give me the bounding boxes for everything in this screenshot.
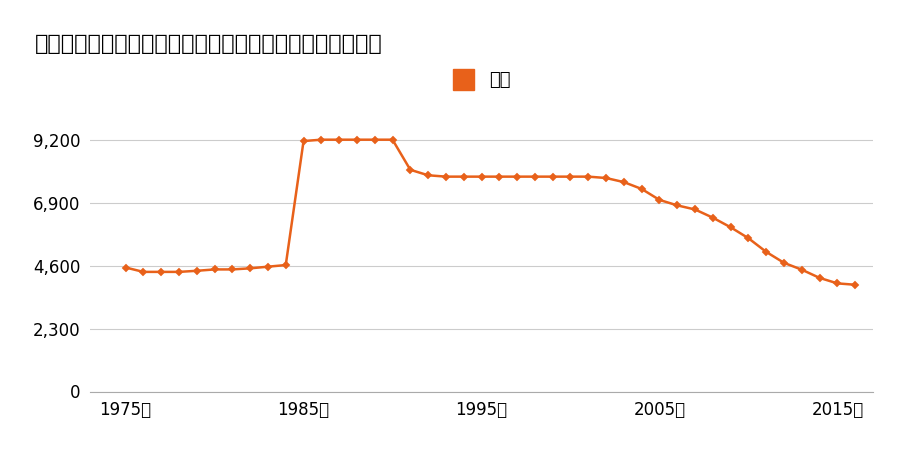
Legend: 価格: 価格 (453, 69, 510, 90)
Text: 青森県南津軽郡田舎館村大字川部字富岡１番６の地価推移: 青森県南津軽郡田舎館村大字川部字富岡１番６の地価推移 (35, 34, 383, 54)
